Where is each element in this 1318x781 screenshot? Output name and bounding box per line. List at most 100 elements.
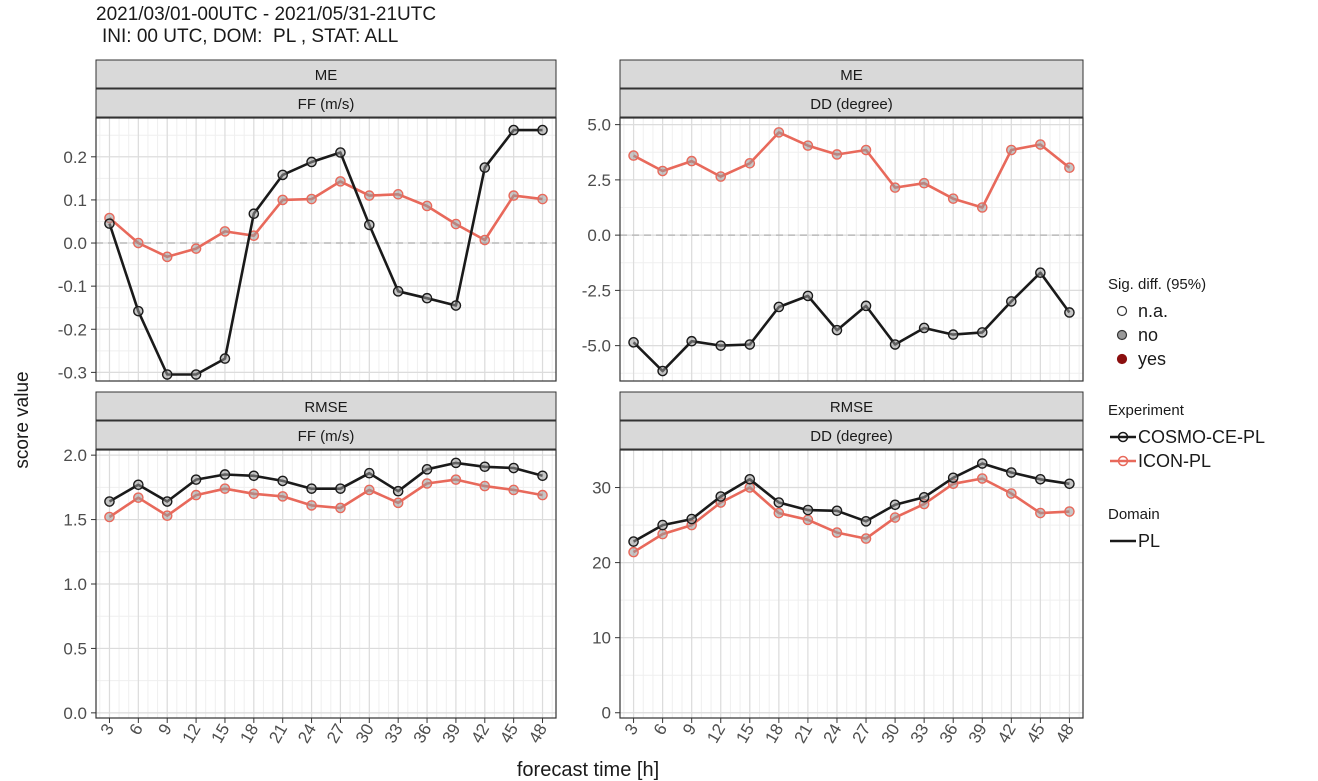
data-point — [335, 176, 346, 187]
series-line — [632, 477, 1070, 554]
facet-strip-label-score: RMSE — [304, 399, 347, 416]
data-point — [190, 243, 202, 254]
data-point — [860, 533, 872, 544]
x-tick-label: 9 — [154, 721, 175, 739]
data-point — [1064, 162, 1075, 174]
y-tick-label: 0.2 — [63, 148, 87, 167]
data-point — [392, 286, 404, 297]
y-tick-label: 1.5 — [63, 511, 87, 530]
x-tick-label: 9 — [679, 721, 700, 739]
data-point — [364, 219, 375, 231]
data-point — [657, 528, 668, 540]
y-tick-label: -0.2 — [58, 320, 87, 339]
x-tick-label: 45 — [496, 721, 522, 747]
chart-title-line1: 2021/03/01-00UTC - 2021/05/31-21UTC — [96, 4, 437, 25]
data-point — [976, 473, 988, 484]
data-point — [161, 510, 173, 522]
y-axis-title: score value — [12, 371, 33, 468]
data-point — [479, 461, 491, 473]
panel: ME FF (m/s) -0.3 -0.2 -0.1 0.0 0.1 0.2 — [58, 59, 557, 382]
data-point — [421, 478, 433, 489]
y-tick-label: 10 — [592, 629, 611, 648]
data-point — [947, 329, 959, 340]
x-tick-label: 12 — [179, 721, 205, 747]
facet-strip-label-score: RMSE — [830, 399, 873, 416]
data-point — [133, 237, 144, 249]
data-point — [537, 193, 548, 205]
x-tick-label: 27 — [323, 721, 349, 747]
data-point — [657, 365, 668, 377]
data-point — [628, 546, 639, 558]
data-point — [744, 158, 756, 169]
data-point — [1006, 296, 1017, 307]
y-tick-label: 5.0 — [587, 116, 611, 135]
data-point — [508, 484, 519, 496]
data-point — [831, 527, 843, 538]
data-point — [715, 340, 727, 351]
legend-sig-title: Sig. diff. (95%) — [1108, 276, 1207, 293]
data-point — [190, 369, 202, 380]
legend-exp-label: ICON-PL — [1138, 450, 1212, 471]
facet-strip — [619, 88, 1084, 118]
data-point — [277, 169, 288, 181]
data-point — [104, 511, 115, 523]
data-point — [219, 226, 231, 237]
y-tick-label: -5.0 — [582, 337, 611, 356]
data-point — [219, 483, 231, 494]
facet-strip-label-variable: FF (m/s) — [298, 428, 355, 445]
series-line — [632, 131, 1071, 209]
data-point — [508, 190, 519, 201]
legend-sig-item: no — [1108, 323, 1206, 347]
data-point — [1064, 307, 1075, 318]
data-point — [802, 504, 814, 516]
data-point — [802, 290, 814, 302]
y-tick-label: 20 — [592, 554, 611, 573]
series-line — [632, 462, 1070, 543]
legend-significance: Sig. diff. (95%) n.a. no yes — [1108, 276, 1206, 371]
data-point — [364, 467, 375, 479]
facet-strip — [95, 420, 557, 450]
data-point — [889, 499, 901, 511]
y-tick-label: 2.0 — [63, 446, 87, 465]
legend-experiment: Experiment COSMO-CE-PL ICON-PL — [1108, 402, 1265, 473]
legend-exp-title: Experiment — [1108, 402, 1184, 419]
legend-exp-label: COSMO-CE-PL — [1138, 426, 1266, 447]
data-point — [976, 458, 988, 469]
legend-sig-item: n.a. — [1108, 299, 1206, 323]
data-point — [450, 300, 462, 311]
y-tick-label: 1.0 — [63, 575, 87, 594]
data-point — [161, 369, 173, 380]
panel-border — [95, 449, 557, 719]
x-tick-label: 30 — [878, 721, 904, 747]
data-point — [889, 512, 901, 523]
data-point — [392, 485, 404, 497]
data-point — [1006, 144, 1017, 156]
legend-dom-title: Domain — [1108, 506, 1160, 523]
data-point — [889, 339, 901, 350]
x-tick-label: 3 — [97, 721, 118, 739]
data-point — [277, 194, 288, 206]
data-point — [657, 519, 668, 531]
data-point — [104, 496, 115, 507]
data-point — [392, 497, 404, 509]
facet-strip — [95, 88, 557, 118]
data-point — [364, 190, 375, 201]
data-point — [537, 124, 548, 136]
data-point — [1035, 473, 1046, 485]
data-point — [306, 156, 317, 168]
x-tick-label: 42 — [994, 721, 1020, 747]
x-tick-label: 21 — [790, 721, 816, 747]
legend-dom-item: PL — [1108, 529, 1160, 553]
data-point — [277, 491, 288, 502]
data-point — [802, 514, 814, 526]
data-point — [335, 483, 346, 494]
data-point — [133, 479, 144, 491]
facet-strip — [619, 59, 1084, 89]
data-point — [450, 218, 462, 230]
data-point — [508, 124, 519, 136]
facet-strip-label-score: ME — [315, 67, 338, 84]
x-tick-label: 15 — [208, 721, 234, 747]
data-point — [628, 150, 639, 161]
data-point — [421, 464, 433, 475]
